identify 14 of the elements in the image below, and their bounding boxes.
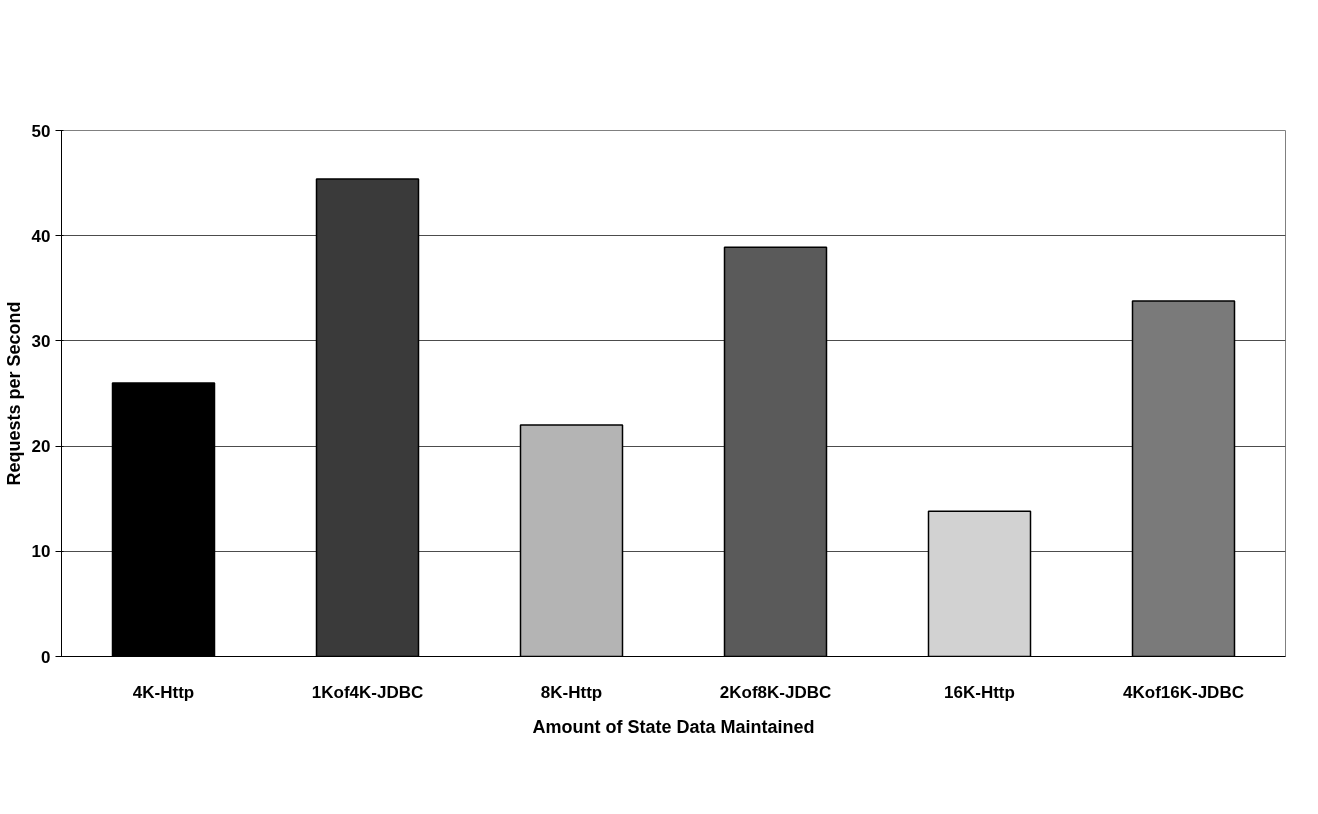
x-tick-label: 2Kof8K-JDBC xyxy=(719,682,832,702)
y-axis-title: Requests per Second xyxy=(3,301,24,486)
y-tick-label: 10 xyxy=(31,542,51,562)
x-tick-label: 1Kof4K-JDBC xyxy=(311,682,424,702)
x-tick-label: 8K-Http xyxy=(540,682,603,702)
x-axis-title: Amount of State Data Maintained xyxy=(532,716,815,737)
y-tick-label: 0 xyxy=(41,647,51,667)
x-tick-label: 4K-Http xyxy=(132,682,195,702)
y-tick-label: 20 xyxy=(31,437,51,457)
y-tick-label: 30 xyxy=(31,331,51,351)
y-tick-label: 50 xyxy=(31,121,51,141)
x-tick-label: 4Kof16K-JDBC xyxy=(1123,682,1244,702)
y-tick-label: 40 xyxy=(31,226,51,246)
x-tick-label: 16K-Http xyxy=(944,682,1015,702)
